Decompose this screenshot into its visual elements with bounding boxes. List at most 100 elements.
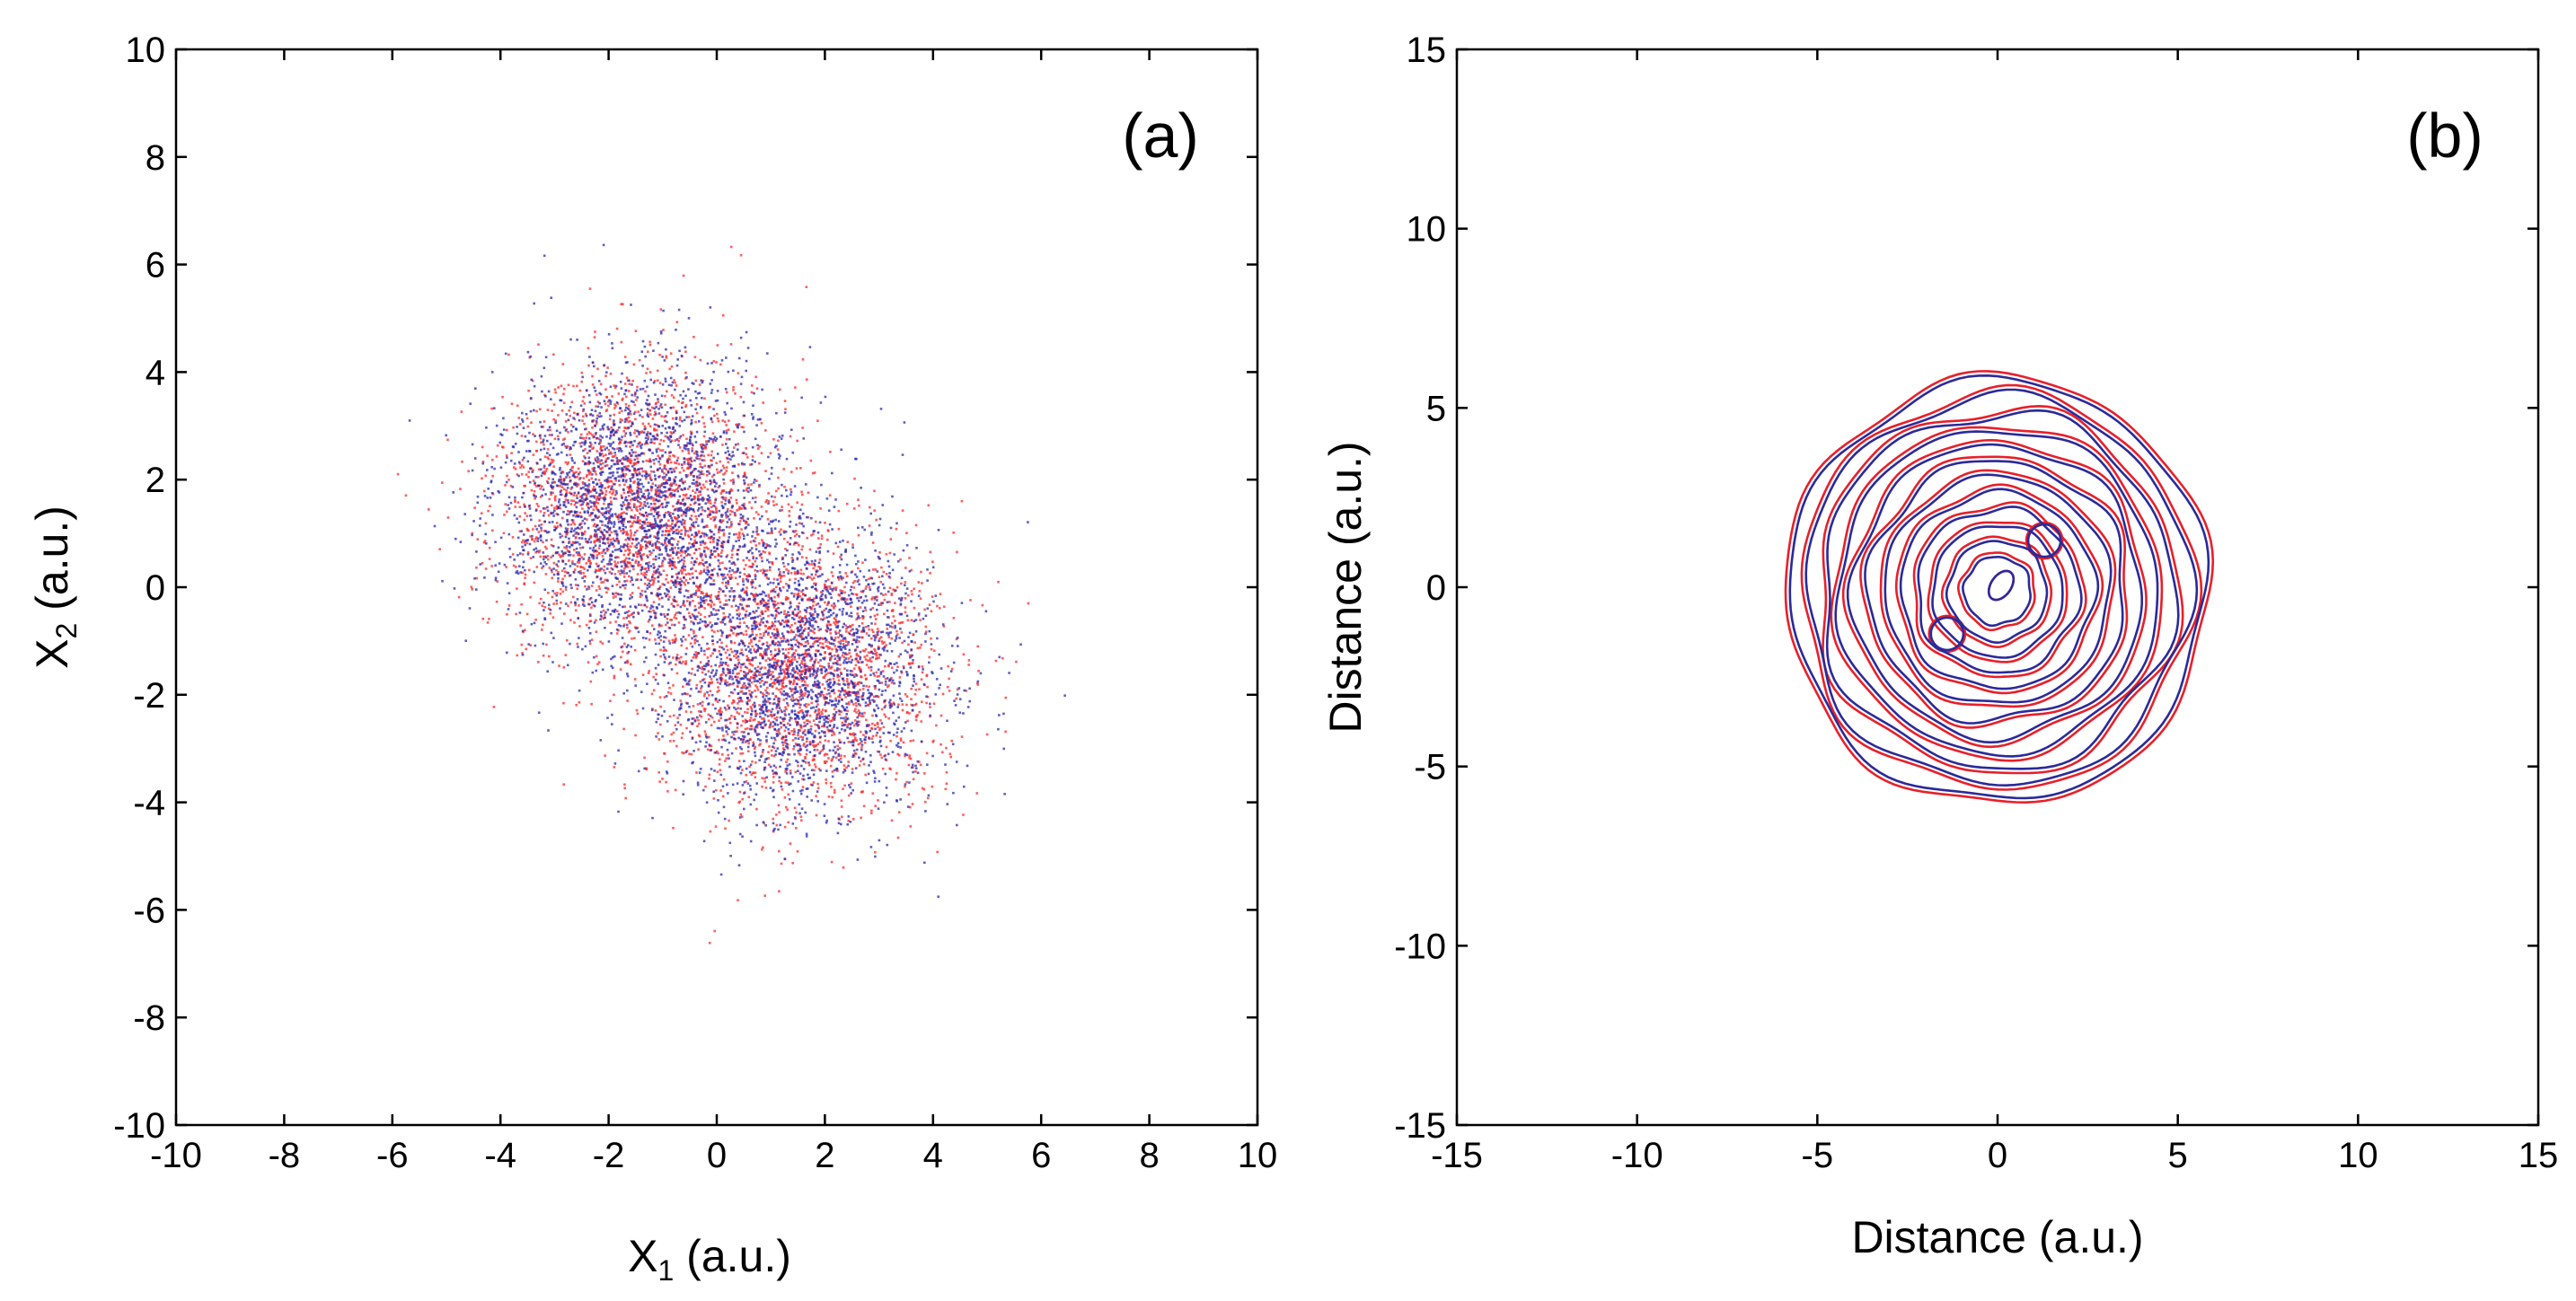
scatter-point [717, 553, 720, 556]
scatter-point [666, 390, 668, 393]
scatter-point [790, 698, 793, 701]
scatter-point [525, 541, 529, 545]
scatter-point [551, 459, 555, 462]
scatter-point [786, 655, 790, 658]
scatter-point [669, 512, 672, 514]
scatter-point [745, 666, 749, 670]
scatter-point [757, 673, 761, 676]
scatter-point [722, 473, 725, 476]
scatter-point [837, 754, 841, 758]
scatter-point [838, 668, 841, 671]
scatter-point [872, 630, 875, 634]
scatter-point [655, 490, 657, 494]
scatter-point [606, 400, 610, 403]
scatter-point [653, 517, 657, 521]
scatter-point [761, 777, 763, 779]
scatter-point [935, 724, 938, 727]
scatter-point [722, 482, 726, 485]
scatter-point [778, 849, 781, 853]
scatter-point [730, 605, 734, 608]
scatter-point [702, 564, 706, 567]
scatter-point [686, 474, 689, 477]
scatter-point [663, 467, 666, 470]
scatter-point [664, 419, 666, 423]
scatter-point [708, 406, 710, 409]
scatter-point [765, 569, 769, 572]
scatter-point [847, 741, 851, 743]
scatter-point [859, 617, 861, 620]
scatter-point [700, 450, 703, 453]
scatter-point [716, 344, 719, 347]
scatter-point [773, 661, 776, 664]
scatter-point [719, 620, 722, 624]
scatter-point [697, 524, 700, 527]
scatter-point [613, 452, 616, 454]
scatter-point [833, 708, 836, 711]
scatter-point [843, 585, 846, 589]
scatter-point [648, 425, 652, 428]
scatter-point [748, 690, 751, 692]
scatter-point [701, 700, 704, 704]
scatter-point [543, 470, 545, 473]
scatter-point [740, 603, 743, 606]
scatter-point [542, 426, 544, 428]
scatter-point [584, 575, 587, 578]
scatter-point [776, 677, 780, 680]
scatter-point [730, 641, 733, 645]
scatter-point [682, 274, 685, 277]
scatter-point [794, 577, 797, 581]
scatter-point [649, 488, 653, 492]
scatter-point [742, 736, 745, 740]
scatter-point [844, 548, 847, 551]
scatter-point [806, 536, 808, 540]
scatter-point [962, 813, 965, 816]
scatter-point [687, 634, 691, 637]
scatter-point [896, 665, 899, 668]
scatter-point [691, 737, 694, 740]
scatter-point [790, 624, 793, 627]
scatter-point [827, 796, 831, 798]
scatter-point [613, 455, 615, 458]
scatter-point [662, 646, 666, 649]
scatter-point [824, 583, 826, 586]
scatter-point [614, 620, 617, 623]
scatter-point [761, 655, 763, 657]
scatter-point [693, 717, 695, 720]
scatter-point [870, 812, 873, 814]
scatter-point [630, 533, 632, 537]
scatter-point [687, 461, 690, 464]
scatter-point [874, 687, 877, 690]
scatter-point [655, 593, 658, 597]
scatter-point [809, 659, 812, 662]
scatter-point [518, 423, 522, 426]
scatter-point [697, 585, 700, 589]
scatter-point [584, 448, 587, 451]
scatter-point [723, 567, 727, 570]
scatter-point [719, 460, 721, 463]
scatter-point [834, 756, 838, 760]
scatter-point [663, 752, 666, 755]
scatter-point [742, 514, 745, 518]
scatter-point [710, 574, 712, 576]
scatter-point [658, 505, 661, 508]
scatter-point [738, 681, 741, 685]
scatter-point [550, 493, 552, 497]
scatter-point [708, 773, 711, 777]
scatter-point [693, 525, 696, 529]
scatter-point [578, 689, 581, 692]
scatter-point [910, 619, 913, 621]
scatter-point [857, 692, 860, 695]
scatter-point [551, 409, 553, 412]
scatter-point [543, 471, 546, 475]
scatter-point [830, 667, 833, 670]
scatter-point [758, 444, 761, 448]
scatter-point [529, 644, 532, 646]
scatter-point [576, 565, 579, 567]
scatter-point [622, 553, 626, 557]
scatter-point [830, 860, 834, 864]
scatter-point [629, 445, 631, 448]
scatter-point [775, 607, 778, 611]
scatter-point [785, 595, 788, 599]
scatter-point [682, 481, 684, 485]
scatter-point [535, 449, 538, 453]
